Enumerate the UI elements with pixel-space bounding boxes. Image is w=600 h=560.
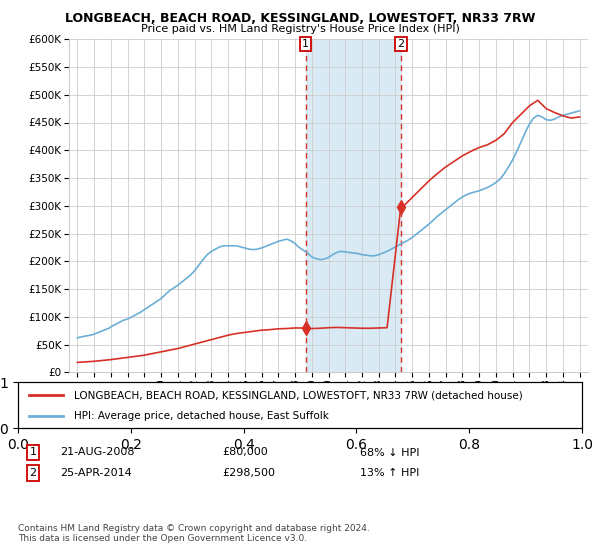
Text: £298,500: £298,500 xyxy=(222,468,275,478)
Bar xyxy=(306,39,401,372)
Text: 25-APR-2014: 25-APR-2014 xyxy=(60,468,132,478)
Text: LONGBEACH, BEACH ROAD, KESSINGLAND, LOWESTOFT, NR33 7RW (detached house): LONGBEACH, BEACH ROAD, KESSINGLAND, LOWE… xyxy=(74,390,523,400)
Text: 2: 2 xyxy=(397,39,404,49)
Text: HPI: Average price, detached house, East Suffolk: HPI: Average price, detached house, East… xyxy=(74,410,329,421)
Text: Price paid vs. HM Land Registry's House Price Index (HPI): Price paid vs. HM Land Registry's House … xyxy=(140,24,460,34)
Text: 68% ↓ HPI: 68% ↓ HPI xyxy=(360,447,419,458)
Text: 2: 2 xyxy=(29,468,37,478)
Text: 1: 1 xyxy=(302,39,309,49)
Text: 13% ↑ HPI: 13% ↑ HPI xyxy=(360,468,419,478)
Text: 21-AUG-2008: 21-AUG-2008 xyxy=(60,447,134,458)
Text: Contains HM Land Registry data © Crown copyright and database right 2024.
This d: Contains HM Land Registry data © Crown c… xyxy=(18,524,370,543)
Text: £80,000: £80,000 xyxy=(222,447,268,458)
Text: 1: 1 xyxy=(29,447,37,458)
Text: LONGBEACH, BEACH ROAD, KESSINGLAND, LOWESTOFT, NR33 7RW: LONGBEACH, BEACH ROAD, KESSINGLAND, LOWE… xyxy=(65,12,535,25)
